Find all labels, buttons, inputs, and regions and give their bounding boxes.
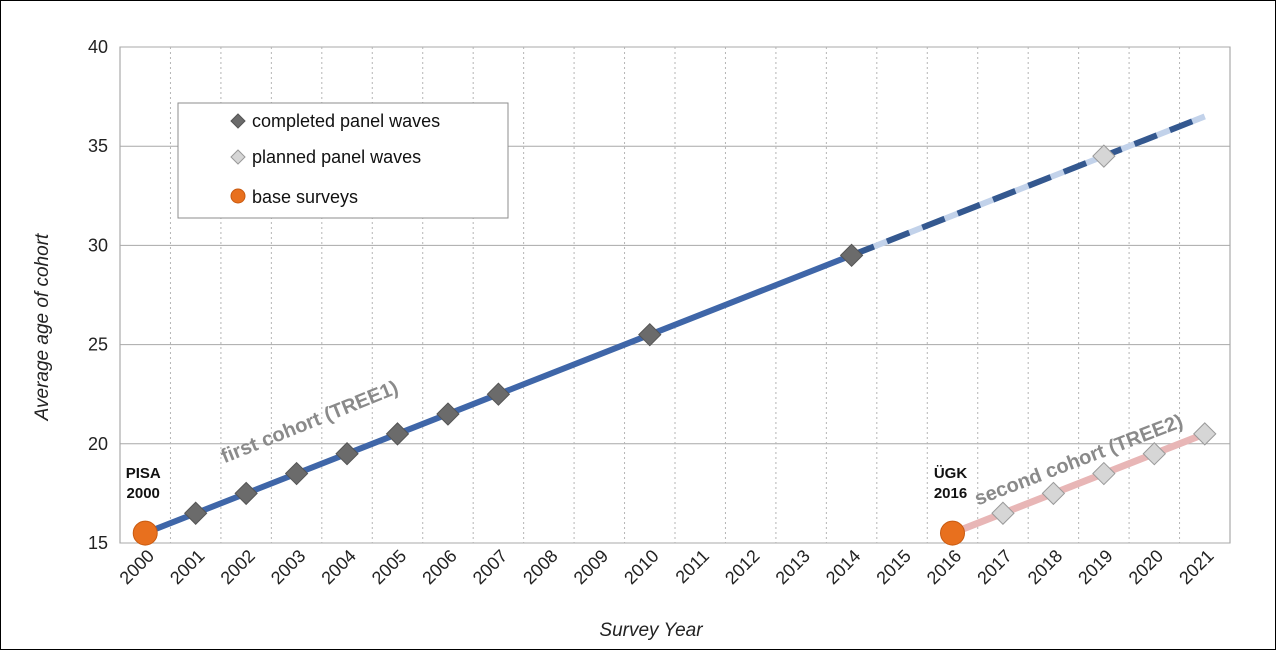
base-survey-marker-second-cohort: [940, 520, 965, 546]
x-tick-label: 2020: [1125, 546, 1167, 588]
y-tick-label: 35: [88, 136, 108, 156]
x-tick-label: 2013: [772, 546, 814, 588]
base-survey-marker-first-cohort: [132, 520, 158, 546]
legend-planned-label: planned panel waves: [252, 147, 421, 167]
y-tick-label: 30: [88, 235, 108, 255]
annotation-label: 2016: [934, 485, 967, 502]
x-tick-label: 2010: [620, 546, 662, 588]
x-tick-label: 2001: [166, 546, 208, 588]
x-tick-label: 2006: [418, 546, 460, 588]
series-line-first-cohort-projected: [850, 113, 1206, 259]
x-axis-title: Survey Year: [599, 620, 703, 641]
completed-wave-marker-first-cohort: [335, 442, 359, 466]
legend: completed panel waves planned panel wave…: [177, 102, 509, 219]
planned-wave-marker-second-cohort: [991, 501, 1015, 525]
annotations: PISA 2000 ÜGK 2016: [126, 465, 968, 502]
series-label-first-cohort: first cohort (TREE1): [218, 377, 401, 468]
y-tick-label: 20: [88, 434, 108, 454]
y-tick-label: 15: [88, 533, 108, 553]
x-tick-label: 2007: [469, 546, 511, 588]
x-tick-label: 2008: [519, 546, 561, 588]
x-tick-label: 2019: [1074, 546, 1116, 588]
legend-base-label: base surveys: [252, 187, 358, 207]
planned-wave-marker-second-cohort: [1193, 422, 1217, 446]
completed-wave-marker-first-cohort: [234, 481, 258, 506]
x-tick-label: 2016: [923, 546, 965, 588]
x-tick-label: 2017: [973, 546, 1015, 588]
series-markers: [132, 144, 1217, 546]
completed-wave-marker-first-cohort: [183, 501, 208, 525]
annotation-label: 2000: [127, 485, 160, 502]
x-tick-label: 2002: [217, 546, 259, 588]
x-tick-label: 2000: [116, 546, 158, 588]
completed-wave-marker-first-cohort: [839, 243, 864, 268]
planned-wave-marker-second-cohort: [1142, 442, 1167, 466]
y-tick-label: 25: [88, 335, 108, 355]
x-tick-label: 2003: [267, 546, 309, 588]
completed-wave-marker-first-cohort: [486, 382, 511, 406]
x-axis-ticks: 2000 2001 2002 2003 2004 2005 2006 2007 2008 2009…: [116, 546, 1218, 588]
annotation-label: ÜGK: [934, 465, 968, 482]
legend-planned-marker: [230, 149, 246, 165]
planned-wave-marker-second-cohort: [1041, 481, 1066, 506]
x-tick-label: 2021: [1175, 546, 1217, 588]
x-tick-label: 2005: [368, 546, 410, 588]
completed-wave-marker-first-cohort: [638, 322, 662, 347]
x-tick-label: 2011: [672, 546, 714, 588]
x-tick-label: 2012: [721, 546, 763, 588]
y-axis-ticks: 15 20 25 30 35 40: [88, 37, 108, 553]
y-tick-label: 40: [88, 37, 108, 57]
x-tick-label: 2004: [317, 546, 359, 588]
x-tick-label: 2009: [570, 546, 612, 588]
y-axis-title: Average age of cohort: [32, 233, 53, 421]
series-line-second-cohort: [951, 430, 1207, 537]
x-tick-label: 2015: [872, 546, 914, 588]
annotation-label: PISA: [126, 465, 161, 482]
planned-wave-marker-first-cohort: [1092, 144, 1116, 168]
planned-wave-marker-second-cohort: [1092, 461, 1116, 486]
completed-wave-marker-first-cohort: [436, 402, 460, 426]
legend-completed-marker: [230, 113, 246, 129]
x-tick-label: 2018: [1024, 546, 1066, 588]
completed-wave-marker-first-cohort: [284, 461, 309, 486]
legend-base-marker: [230, 188, 246, 204]
x-tick-label: 2014: [822, 546, 864, 588]
completed-wave-marker-first-cohort: [385, 422, 410, 446]
legend-completed-label: completed panel waves: [252, 111, 440, 131]
